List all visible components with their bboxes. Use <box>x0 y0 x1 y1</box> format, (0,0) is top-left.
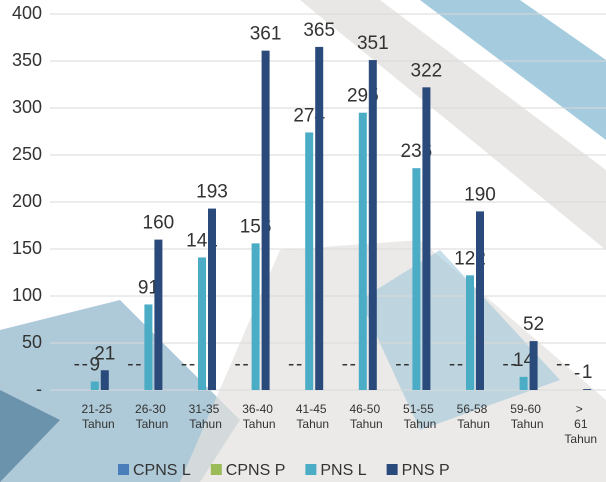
y-tick-label: 50 <box>22 332 42 352</box>
data-label: 91 <box>138 277 159 298</box>
x-tick-label: 46-50 Tahun <box>347 402 383 431</box>
x-tick-label: 26-30 Tahun <box>132 402 168 431</box>
legend-label: CPNS P <box>226 462 286 479</box>
y-tick-label: 250 <box>12 144 42 164</box>
data-label: - <box>556 354 562 375</box>
y-tick-label: 400 <box>12 3 42 23</box>
legend-swatch <box>210 464 222 475</box>
bar <box>412 168 421 390</box>
data-label: - <box>449 354 455 375</box>
data-label: - <box>395 354 401 375</box>
data-label: - <box>574 363 580 384</box>
data-label: 9 <box>90 355 101 376</box>
legend-label: PNS P <box>402 462 450 479</box>
bar <box>368 60 377 391</box>
bar <box>519 376 528 390</box>
data-label: - <box>181 354 187 375</box>
data-label: - <box>288 354 294 375</box>
bar <box>583 389 592 390</box>
legend-label: PNS L <box>320 462 366 479</box>
bar <box>422 87 431 390</box>
data-label: 190 <box>464 184 496 205</box>
legend-swatch <box>305 464 317 475</box>
y-tick-label: - <box>36 379 42 399</box>
data-label: 21 <box>94 343 115 364</box>
data-label: - <box>242 354 248 375</box>
y-tick-label: 150 <box>12 238 42 258</box>
data-label: 361 <box>250 24 282 45</box>
data-label: - <box>82 354 88 375</box>
data-label: 365 <box>303 20 335 41</box>
x-tick-label: 36-40 Tahun <box>240 402 276 431</box>
y-tick-label: 300 <box>12 97 42 117</box>
x-tick-label: 31-35 Tahun <box>186 402 222 431</box>
bar <box>305 132 314 390</box>
x-tick-label: 41-45 Tahun <box>293 402 329 431</box>
data-label: - <box>564 354 570 375</box>
bar <box>529 341 538 390</box>
bar <box>261 50 270 390</box>
data-label: - <box>127 354 133 375</box>
data-label: - <box>403 354 409 375</box>
data-label: - <box>342 354 348 375</box>
data-label: - <box>510 354 516 375</box>
bar <box>198 257 206 390</box>
x-tick-label: 51-55 Tahun <box>400 402 436 431</box>
bar <box>154 239 163 390</box>
data-label: 193 <box>196 182 228 203</box>
data-label: - <box>457 354 463 375</box>
x-tick-label: 56-58 Tahun <box>454 402 490 431</box>
data-label: - <box>234 354 240 375</box>
bar <box>476 211 484 390</box>
data-label: 351 <box>357 33 389 54</box>
data-label: 14 <box>513 350 535 371</box>
data-label: 1 <box>582 362 593 383</box>
data-label: 52 <box>523 314 544 335</box>
x-tick-label: 59-60 Tahun <box>508 402 544 431</box>
bar <box>466 275 474 390</box>
y-tick-label: 100 <box>12 285 42 305</box>
bar <box>208 208 216 390</box>
data-label: - <box>74 354 80 375</box>
data-label: - <box>135 354 141 375</box>
bar <box>358 112 367 390</box>
y-tick-label: 350 <box>12 50 42 70</box>
y-tick-label: 200 <box>12 191 42 211</box>
legend-label: CPNS L <box>133 462 191 479</box>
legend-swatch <box>118 464 129 475</box>
bar <box>251 243 260 390</box>
bar <box>315 46 324 391</box>
data-label: - <box>502 354 508 375</box>
data-label: 322 <box>411 60 443 81</box>
bar <box>100 370 109 390</box>
bar <box>90 381 99 390</box>
x-tick-label: > 61 Tahun <box>561 402 597 446</box>
x-tick-label: 21-25 Tahun <box>79 402 115 431</box>
data-label: 160 <box>143 213 175 234</box>
data-label: - <box>350 354 356 375</box>
data-label: - <box>296 354 302 375</box>
bar <box>144 304 153 390</box>
legend-swatch <box>386 464 398 475</box>
data-label: - <box>189 354 195 375</box>
